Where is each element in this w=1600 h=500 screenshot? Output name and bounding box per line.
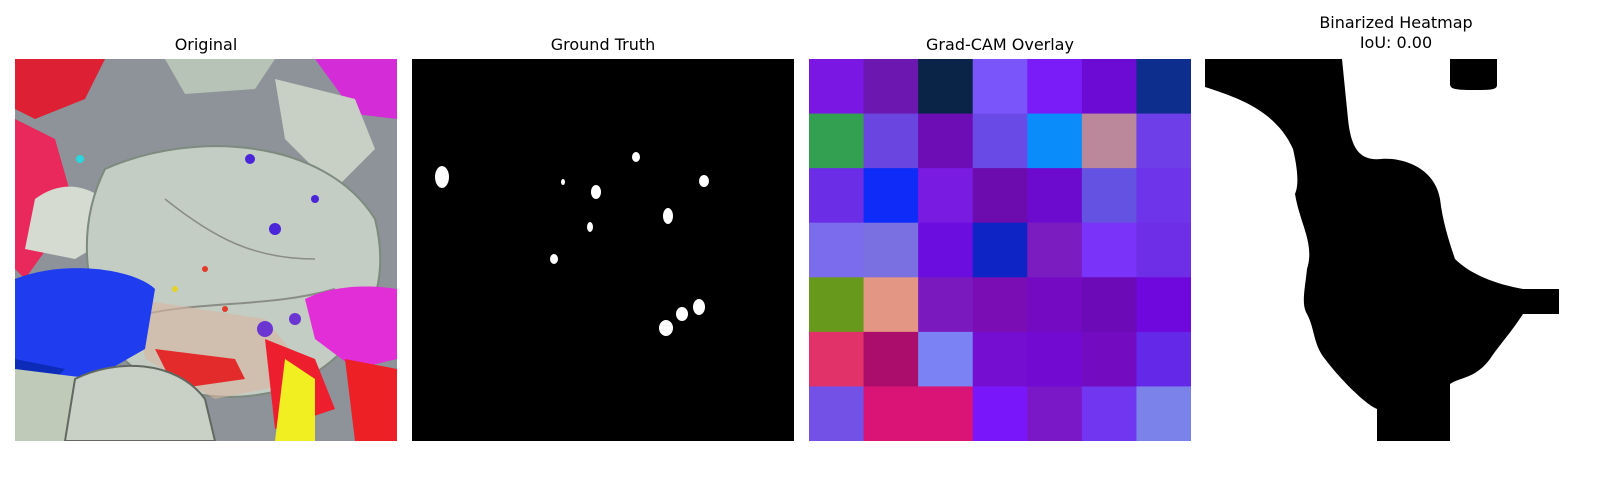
heatmap-cell-r2-c5 — [1081, 168, 1137, 224]
heatmap-cell-r3-c6 — [1136, 222, 1191, 278]
heatmap-cell-r6-c4 — [1027, 386, 1083, 441]
heatmap-cell-r0-c3 — [972, 59, 1028, 115]
heatmap-cell-r1-c6 — [1136, 113, 1191, 169]
heatmap-cell-r0-c6 — [1136, 59, 1191, 115]
heatmap-cell-r2-c3 — [972, 168, 1028, 224]
original-image — [15, 59, 397, 441]
heatmap-cell-r2-c2 — [918, 168, 974, 224]
heatmap-cell-r5-c0 — [809, 331, 865, 387]
heatmap-cell-r6-c1 — [863, 386, 919, 441]
heatmap-cell-r0-c4 — [1027, 59, 1083, 115]
heatmap-cell-r1-c1 — [863, 113, 919, 169]
heatmap-cell-r3-c5 — [1081, 222, 1137, 278]
heatmap-cell-r3-c0 — [809, 222, 865, 278]
heatmap-cell-r4-c5 — [1081, 277, 1137, 333]
heatmap-cell-r2-c1 — [863, 168, 919, 224]
panel-title-ground-truth: Ground Truth — [550, 35, 656, 54]
heatmap-cell-r5-c2 — [918, 331, 974, 387]
heatmap-cell-r4-c1 — [863, 277, 919, 333]
heatmap-cell-r2-c6 — [1136, 168, 1191, 224]
gradcam-overlay — [809, 59, 1191, 441]
heatmap-cell-r1-c5 — [1081, 113, 1137, 169]
heatmap-cell-r3-c4 — [1027, 222, 1083, 278]
heatmap-cell-r3-c1 — [863, 222, 919, 278]
heatmap-cell-r1-c0 — [809, 113, 865, 169]
panel-title-original: Original — [174, 35, 238, 54]
heatmap-cell-r5-c1 — [863, 331, 919, 387]
heatmap-cell-r5-c6 — [1136, 331, 1191, 387]
heatmap-cell-r6-c3 — [972, 386, 1028, 441]
heatmap-cell-r3-c2 — [918, 222, 974, 278]
heatmap-cell-r4-c4 — [1027, 277, 1083, 333]
heatmap-cell-r5-c4 — [1027, 331, 1083, 387]
heatmap-cell-r1-c3 — [972, 113, 1028, 169]
heatmap-cell-r6-c0 — [809, 386, 865, 441]
heatmap-cell-r3-c3 — [972, 222, 1028, 278]
heatmap-cell-r0-c1 — [863, 59, 919, 115]
ground-truth-mask — [412, 59, 794, 441]
heatmap-cell-r4-c0 — [809, 277, 865, 333]
heatmap-cell-r5-c3 — [972, 331, 1028, 387]
heatmap-cell-r6-c6 — [1136, 386, 1191, 441]
heatmap-cell-r2-c0 — [809, 168, 865, 224]
panel-title-gradcam: Grad-CAM Overlay — [926, 35, 1074, 54]
heatmap-cell-r1-c4 — [1027, 113, 1083, 169]
heatmap-cell-r4-c6 — [1136, 277, 1191, 333]
heatmap-cell-r4-c3 — [972, 277, 1028, 333]
heatmap-cell-r1-c2 — [918, 113, 974, 169]
heatmap-cell-r4-c2 — [918, 277, 974, 333]
heatmap-cell-r2-c4 — [1027, 168, 1083, 224]
binarized-heatmap — [1205, 59, 1587, 441]
heatmap-cell-r0-c5 — [1081, 59, 1137, 115]
heatmap-cell-r5-c5 — [1081, 331, 1137, 387]
heatmap-cell-r0-c0 — [809, 59, 865, 115]
gradcam-heatmap — [809, 59, 1191, 441]
heatmap-cell-r6-c5 — [1081, 386, 1137, 441]
heatmap-cell-r6-c2 — [918, 386, 974, 441]
panel-title-binarized: Binarized Heatmap IoU: 0.00 — [1319, 13, 1473, 52]
heatmap-cell-r0-c2 — [918, 59, 974, 115]
